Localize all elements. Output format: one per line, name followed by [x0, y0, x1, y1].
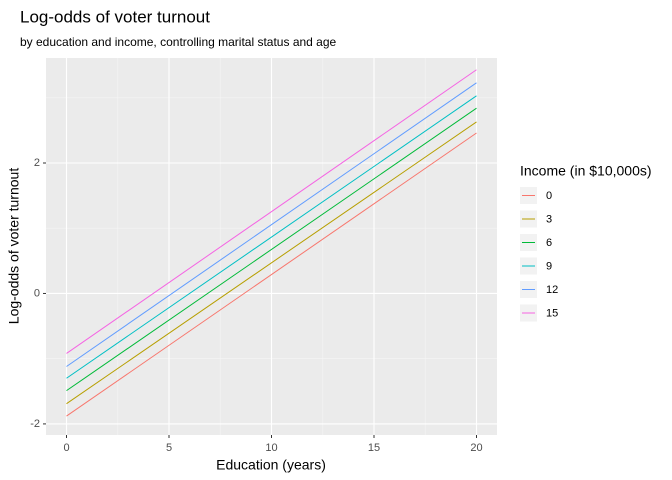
- series-line: [66, 82, 477, 367]
- y-tick-label: 2: [34, 157, 40, 169]
- x-tick-label: 10: [265, 442, 277, 454]
- chart-subtitle: by education and income, controlling mar…: [20, 35, 337, 49]
- legend-label: 9: [546, 260, 552, 272]
- y-tick-label: -2: [30, 418, 40, 430]
- x-tick-label: 20: [470, 442, 482, 454]
- series-line: [66, 121, 477, 405]
- legend-label: 12: [546, 284, 558, 296]
- legend-label: 15: [546, 307, 558, 319]
- series-line: [66, 132, 477, 417]
- series-line: [66, 69, 477, 354]
- series-line: [66, 95, 477, 379]
- x-axis-title: Education (years): [216, 457, 326, 473]
- x-tick-label: 0: [63, 442, 69, 454]
- y-axis-title: Log-odds of voter turnout: [6, 168, 22, 325]
- legend-label: 3: [546, 213, 552, 225]
- y-tick-label: 0: [34, 287, 40, 299]
- x-tick-label: 5: [166, 442, 172, 454]
- legend-label: 0: [546, 190, 552, 202]
- legend-label: 6: [546, 237, 552, 249]
- chart-title: Log-odds of voter turnout: [20, 7, 210, 26]
- series-line: [66, 107, 477, 392]
- x-tick-label: 15: [368, 442, 380, 454]
- legend-title: Income (in $10,000s): [520, 163, 652, 179]
